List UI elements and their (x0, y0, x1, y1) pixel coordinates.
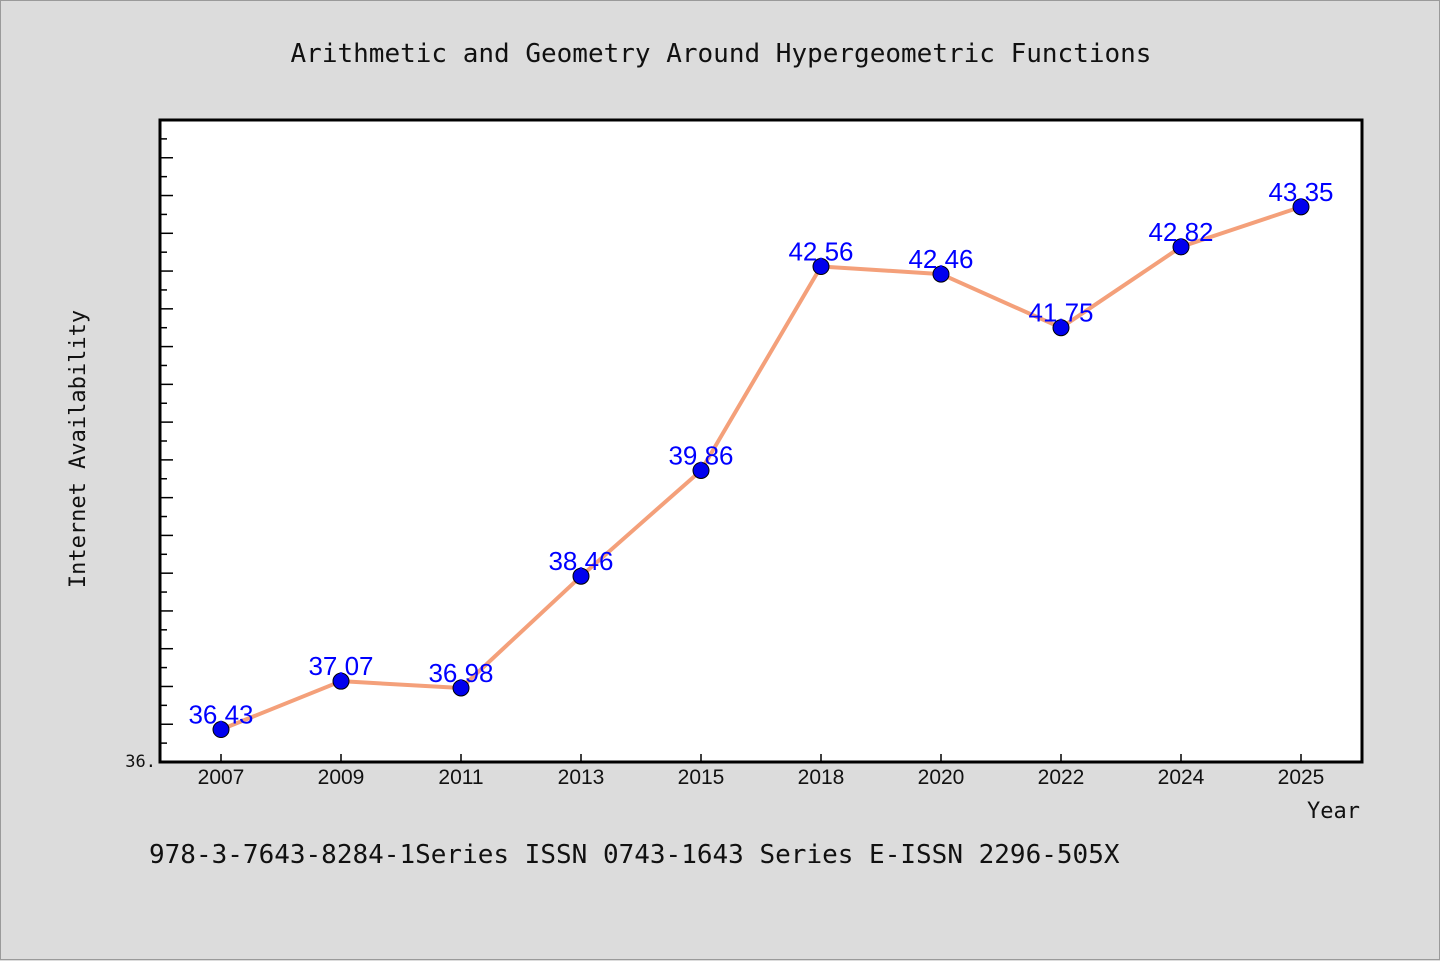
data-point (1052, 319, 1070, 337)
data-label: 38.46 (548, 546, 613, 576)
data-label: 37.07 (308, 651, 373, 681)
x-tick-label: 2020 (918, 766, 965, 789)
data-point (1172, 238, 1190, 256)
data-point (812, 258, 830, 276)
x-tick-label: 2018 (798, 766, 845, 789)
data-point (1292, 198, 1310, 216)
footer-text: 978-3-7643-8284-1Series ISSN 0743-1643 S… (149, 840, 1120, 870)
plot-area (158, 118, 1364, 764)
chart-title: Arithmetic and Geometry Around Hypergeom… (291, 39, 1152, 69)
y-axis-label: Internet Availability (66, 310, 91, 588)
x-tick-label: 2007 (198, 766, 245, 789)
x-axis-tick-labels: 2007 2009 2011 2013 2015 2018 2020 2022 2024 2025 (198, 766, 1325, 789)
data-point (692, 461, 710, 479)
data-point (932, 265, 950, 283)
x-axis-ticks (220, 754, 1302, 762)
data-point (452, 679, 470, 697)
data-markers (212, 198, 1310, 739)
x-tick-label: 2024 (1158, 766, 1205, 789)
x-tick-label: 2009 (318, 766, 365, 789)
y-axis-ticks (160, 138, 173, 744)
data-point (212, 721, 230, 739)
y-tick-label: 36. (125, 752, 156, 772)
x-tick-label: 2011 (438, 766, 483, 789)
x-tick-label: 2013 (558, 766, 605, 789)
series-line (220, 204, 1302, 732)
data-labels: 36.43 37.07 36.98 38.46 39.86 42.56 42.46 41.75… (188, 177, 1333, 730)
x-tick-label: 2022 (1038, 766, 1085, 789)
data-label: 42.46 (908, 244, 973, 274)
x-tick-label: 2025 (1278, 766, 1325, 789)
x-axis-label: Year (1307, 799, 1360, 824)
data-label: 43.35 (1268, 177, 1333, 207)
data-label: 42.82 (1148, 217, 1213, 247)
data-label: 36.43 (188, 700, 253, 730)
data-label: 41.75 (1028, 298, 1093, 328)
data-label: 39.86 (668, 440, 733, 470)
data-label: 36.98 (428, 658, 493, 688)
data-label: 42.56 (788, 237, 853, 267)
data-point (572, 567, 590, 585)
data-point (332, 672, 350, 690)
x-tick-label: 2015 (678, 766, 725, 789)
